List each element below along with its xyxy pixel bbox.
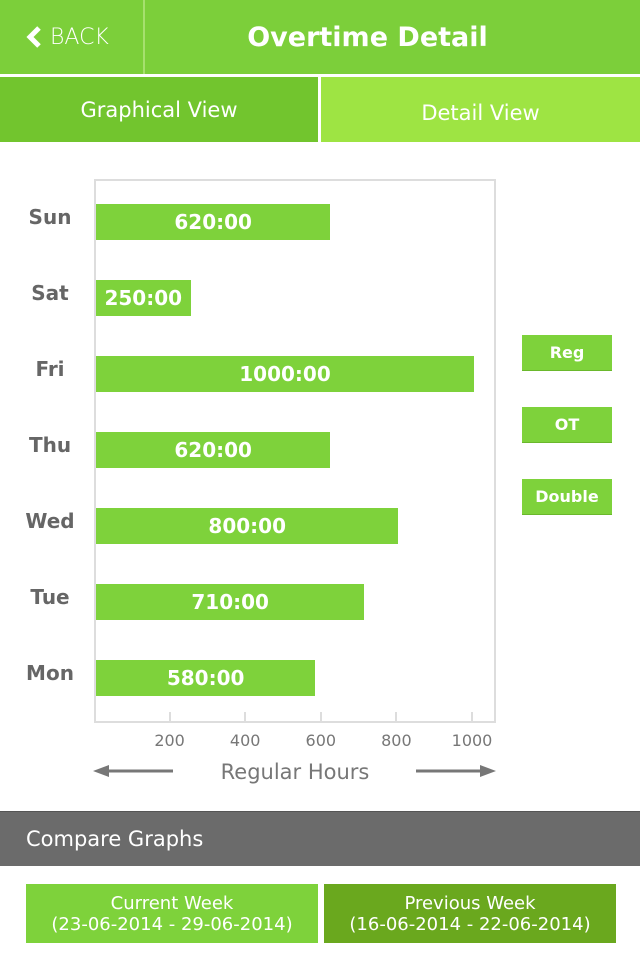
- bar-data-label: 710:00: [191, 590, 269, 614]
- previous-week-range: (16-06-2014 - 22-06-2014): [349, 913, 591, 935]
- x-tick-mark: [168, 712, 171, 722]
- current-week-button[interactable]: Current Week (23-06-2014 - 29-06-2014): [26, 884, 318, 943]
- arrow-left-icon: [93, 765, 173, 777]
- x-tick-label: 800: [381, 731, 412, 750]
- chart-area: [94, 179, 496, 723]
- back-label: BACK: [50, 24, 109, 50]
- bar-wed[interactable]: 800:00: [96, 508, 399, 544]
- current-week-label: Current Week: [110, 892, 234, 914]
- bar-data-label: 800:00: [208, 514, 286, 538]
- x-tick-mark: [244, 712, 247, 722]
- y-tick-label: Mon: [26, 661, 74, 685]
- y-tick-label: Wed: [25, 509, 75, 533]
- x-tick-label: 200: [154, 731, 185, 750]
- bar-mon[interactable]: 580:00: [96, 660, 316, 696]
- x-axis-label: Regular Hours: [220, 760, 370, 784]
- previous-week-label: Previous Week: [404, 892, 536, 914]
- x-tick-label: 600: [305, 731, 337, 750]
- y-tick-label: Tue: [30, 585, 70, 609]
- page-title: Overtime Detail: [247, 21, 488, 53]
- header-divider: [143, 0, 145, 74]
- y-tick-label: Fri: [35, 357, 65, 381]
- legend-reg-button[interactable]: Reg: [522, 335, 612, 371]
- bar-data-label: 580:00: [166, 666, 245, 690]
- bar-data-label: 620:00: [174, 210, 252, 234]
- bar-sat[interactable]: 250:00: [96, 280, 191, 316]
- tab-detail-view[interactable]: Detail View: [321, 77, 640, 142]
- y-tick-label: Sun: [28, 205, 72, 229]
- y-tick-label: Thu: [28, 433, 72, 457]
- legend-ot-button[interactable]: OT: [522, 407, 612, 443]
- arrow-right-icon: [416, 765, 496, 777]
- bar-data-label: 1000:00: [239, 362, 331, 386]
- chevron-left-icon: [26, 26, 41, 48]
- previous-week-button[interactable]: Previous Week (16-06-2014 - 22-06-2014): [324, 884, 616, 943]
- x-tick-mark: [395, 712, 398, 722]
- bar-data-label: 250:00: [104, 286, 183, 310]
- back-button[interactable]: BACK: [0, 0, 143, 74]
- x-tick-mark: [319, 712, 322, 722]
- bar-tue[interactable]: 710:00: [96, 584, 365, 620]
- bar-fri[interactable]: 1000:00: [96, 356, 474, 392]
- tab-graphical-view[interactable]: Graphical View: [0, 77, 318, 142]
- compare-graphs-header: Compare Graphs: [0, 811, 640, 866]
- y-tick-label: Sat: [31, 281, 69, 305]
- bar-thu[interactable]: 620:00: [96, 432, 331, 468]
- bar-data-label: 620:00: [174, 438, 252, 462]
- header-bar: BACK Overtime Detail: [0, 0, 640, 74]
- current-week-range: (23-06-2014 - 29-06-2014): [51, 913, 293, 935]
- legend-double-button[interactable]: Double: [522, 479, 612, 515]
- x-tick-label: 1000: [451, 731, 493, 750]
- bar-sun[interactable]: 620:00: [96, 204, 331, 240]
- x-tick-label: 400: [229, 731, 261, 750]
- x-tick-mark: [471, 712, 473, 722]
